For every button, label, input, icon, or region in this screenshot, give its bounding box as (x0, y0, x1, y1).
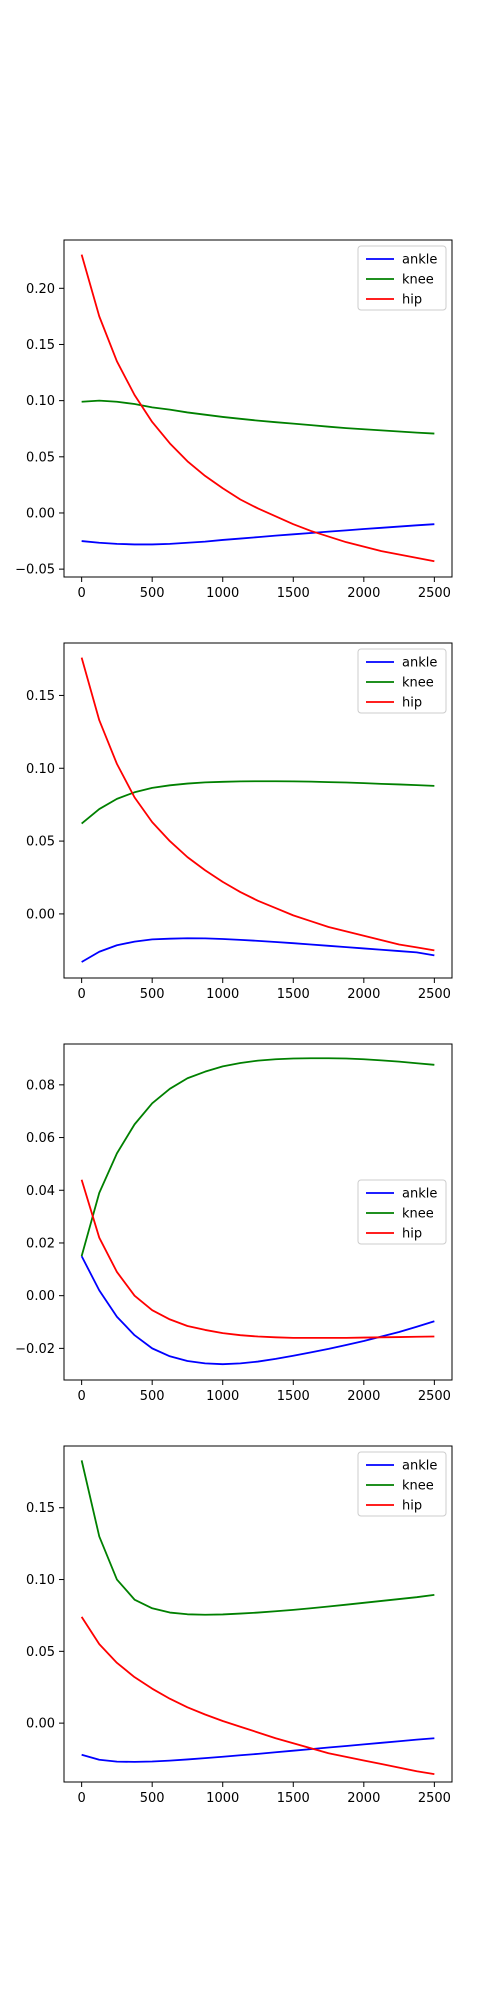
y-tick-label: 0.15 (26, 689, 55, 704)
y-tick-label: 0.15 (26, 1501, 55, 1516)
series-line-knee (80, 1057, 435, 1257)
x-tick-label: 0 (77, 1791, 85, 1806)
series-line-knee (80, 1460, 435, 1616)
x-tick-label: 1000 (206, 1389, 239, 1404)
series-line-hip (80, 1616, 435, 1775)
x-tick-label: 2500 (418, 586, 451, 601)
series-line-hip (80, 657, 435, 952)
y-tick-label: 0.04 (26, 1184, 55, 1199)
legend-label-ankle: ankle (402, 253, 437, 268)
y-tick-label: 0.10 (26, 1573, 55, 1588)
legend-label-knee: knee (402, 1207, 434, 1222)
chart-4: 0 500 1000 1500 2000 2500 0.00 0.05 0.10 0.15 ankl… (26, 1445, 453, 1806)
x-tick-label: 500 (140, 987, 165, 1002)
legend: ankle knee hip (357, 1179, 447, 1245)
y-tick-label: 0.10 (26, 762, 55, 777)
legend-box (357, 648, 447, 714)
series-line-knee (81, 780, 435, 825)
series-line-hip (80, 254, 435, 563)
x-tick-label: 1500 (277, 586, 310, 601)
y-tick-label: −0.05 (15, 563, 55, 578)
x-tick-label: 1500 (277, 987, 310, 1002)
legend-label-ankle: ankle (402, 1187, 437, 1202)
legend-label-hip: hip (402, 1227, 422, 1242)
chart-2: 0 500 1000 1500 2000 2500 0.00 0.05 0.10 0.15 ankl… (26, 642, 453, 1002)
legend: ankle knee hip (357, 245, 447, 311)
x-tick-label: 1000 (206, 987, 239, 1002)
series-line-ankle (81, 937, 435, 963)
y-tick-label: 0.10 (26, 394, 55, 409)
x-tick-label: 2000 (347, 1389, 380, 1404)
x-tick-label: 2500 (418, 1389, 451, 1404)
x-tick-label: 2000 (347, 586, 380, 601)
x-tick-label: 1000 (206, 1791, 239, 1806)
y-tick-label: −0.02 (15, 1342, 55, 1357)
x-tick-label: 500 (140, 586, 165, 601)
y-tick-label: 0.08 (26, 1078, 55, 1093)
y-tick-label: 0.20 (26, 282, 55, 297)
legend-label-knee: knee (402, 676, 434, 691)
x-tick-label: 500 (140, 1389, 165, 1404)
y-tick-label: 0.05 (26, 835, 55, 850)
x-tick-label: 1000 (206, 586, 239, 601)
y-tick-label: 0.00 (26, 907, 55, 922)
x-tick-label: 0 (77, 586, 85, 601)
legend: ankle knee hip (357, 648, 447, 714)
y-tick-label: 0.00 (26, 1717, 55, 1732)
y-tick-label: 0.00 (26, 1289, 55, 1304)
legend: ankle knee hip (357, 1451, 447, 1517)
legend-label-knee: knee (402, 1479, 434, 1494)
x-tick-label: 1500 (277, 1791, 310, 1806)
series-line-ankle (81, 1737, 435, 1763)
legend-box (357, 245, 447, 311)
legend-label-hip: hip (402, 1499, 422, 1514)
y-tick-label: 0.02 (26, 1236, 55, 1251)
legend-box (357, 1179, 447, 1245)
y-tick-label: 0.00 (26, 506, 55, 521)
x-tick-label: 1500 (277, 1389, 310, 1404)
x-tick-label: 0 (77, 987, 85, 1002)
legend-box (357, 1451, 447, 1517)
legend-label-knee: knee (402, 273, 434, 288)
legend-label-hip: hip (402, 293, 422, 308)
y-tick-label: 0.05 (26, 1645, 55, 1660)
y-tick-label: 0.15 (26, 338, 55, 353)
chart-1: 0 500 1000 1500 2000 2500 −0.05 0.00 0.05 0.10 0.1… (15, 239, 453, 601)
y-tick-label: 0.06 (26, 1131, 55, 1146)
x-tick-label: 0 (77, 1389, 85, 1404)
legend-label-ankle: ankle (402, 1459, 437, 1474)
x-tick-label: 2000 (347, 1791, 380, 1806)
y-tick-label: 0.05 (26, 450, 55, 465)
series-line-ankle (81, 523, 435, 546)
x-tick-label: 2500 (418, 987, 451, 1002)
series-line-hip (80, 1179, 435, 1339)
chart-3: 0 500 1000 1500 2000 2500 −0.02 0.00 0.02 0.04 0.0… (15, 1043, 453, 1404)
x-tick-label: 2000 (347, 987, 380, 1002)
x-tick-label: 500 (140, 1791, 165, 1806)
legend-label-hip: hip (402, 696, 422, 711)
legend-label-ankle: ankle (402, 656, 437, 671)
x-tick-label: 2500 (418, 1791, 451, 1806)
